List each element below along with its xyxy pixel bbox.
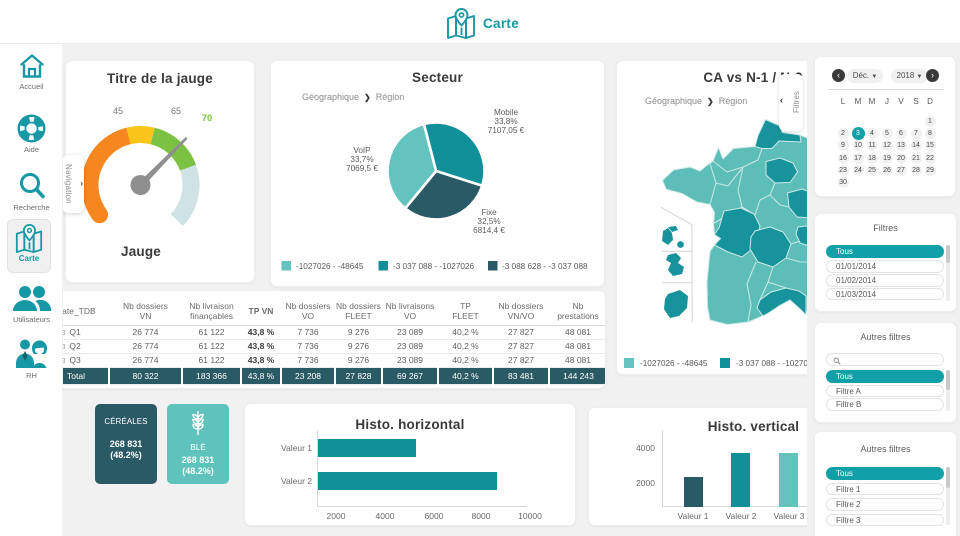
svg-text:Jauge: Jauge	[121, 244, 161, 259]
svg-text:-3 037 088 - -1027026: -3 037 088 - -1027026	[736, 359, 807, 368]
svg-text:7107,05 €: 7107,05 €	[488, 126, 525, 135]
svg-text:65: 65	[171, 106, 181, 116]
svg-text:7069,5 €: 7069,5 €	[346, 164, 378, 173]
svg-text:Mobile: Mobile	[494, 108, 519, 117]
svg-text:6814,4 €: 6814,4 €	[473, 226, 505, 235]
svg-text:Fixe: Fixe	[481, 208, 497, 217]
svg-text:-3 088 628 - -3 037 088: -3 088 628 - -3 037 088	[502, 262, 588, 271]
svg-text:-1027026 - -48645: -1027026 - -48645	[296, 262, 364, 271]
svg-text:VoIP: VoIP	[353, 146, 371, 155]
svg-text:45: 45	[113, 106, 123, 116]
svg-text:-1027026 - -48645: -1027026 - -48645	[640, 359, 708, 368]
svg-text:70: 70	[202, 113, 213, 124]
svg-text:-3 037 088 - -1027026: -3 037 088 - -1027026	[393, 262, 474, 271]
svg-text:33,7%: 33,7%	[350, 155, 373, 164]
svg-text:33,8%: 33,8%	[494, 117, 517, 126]
svg-text:32,5%: 32,5%	[477, 217, 500, 226]
